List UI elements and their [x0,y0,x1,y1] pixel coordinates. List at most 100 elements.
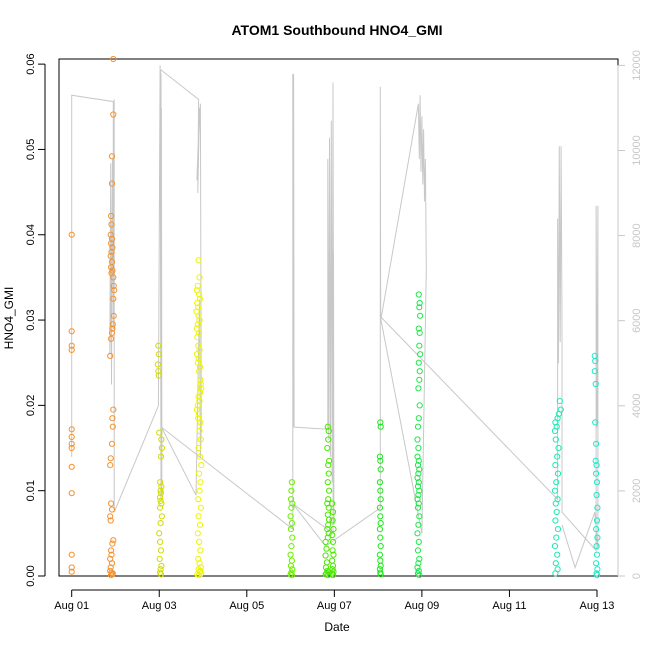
y2-tick-label: 2000 [631,479,643,503]
data-point [593,517,601,524]
series-aug-01 [68,231,75,575]
data-point [552,570,559,577]
series-aug-02 [107,55,118,579]
y-tick-label: 0.00 [25,565,37,586]
data-point [195,257,202,264]
data-point [195,513,202,520]
data-point [414,453,421,460]
data-point [416,376,423,383]
data-point [592,457,599,464]
data-point [593,551,601,558]
data-point [414,462,422,469]
data-point [326,516,333,523]
data-point [108,264,115,271]
data-point [414,423,422,430]
data-point [288,572,295,579]
data-point [196,368,203,375]
data-point [416,329,423,336]
data-point [377,557,384,564]
data-point [415,521,422,528]
data-point [322,571,329,578]
data-point [157,479,164,486]
data-point [157,490,165,497]
y-tick-label: 0.01 [25,480,37,501]
plot-frame [58,58,619,577]
data-point [554,470,562,477]
series-aug-08 [376,419,384,578]
data-point [329,517,336,524]
data-point [417,312,424,319]
data-point [555,410,563,417]
data-point [415,385,422,392]
data-point [415,415,422,422]
data-point [323,570,330,577]
data-point [108,551,115,558]
data-point [377,457,384,464]
data-point [329,500,336,507]
data-point [329,547,336,554]
data-point [377,534,384,541]
series-aug-13 [591,352,601,579]
data-point [416,466,423,473]
data-point [68,231,75,238]
data-point [554,551,561,558]
data-point [109,321,116,328]
data-point [195,496,202,503]
data-point [196,346,203,353]
data-point [554,453,561,460]
data-point [110,406,117,413]
data-point [594,504,601,511]
data-point [108,180,116,187]
data-point [324,511,331,518]
data-point [108,506,116,513]
data-point [196,410,203,417]
data-point [156,555,163,563]
x-tick-label: Aug 07 [317,600,352,612]
data-point [107,513,114,520]
data-point [329,508,337,516]
data-point [196,291,203,298]
data-point [196,487,203,494]
y2-tick-label: 12000 [631,50,643,81]
points-layer [68,55,601,579]
data-point [194,530,201,537]
data-point [329,531,336,539]
data-point [376,453,383,460]
data-point [415,325,422,332]
data-point [377,496,384,503]
data-point [377,571,384,578]
data-point [109,244,116,251]
data-point [415,491,422,499]
series-aug-06 [287,479,296,579]
data-point [553,479,560,486]
data-point [376,479,383,486]
data-point [329,538,337,546]
data-point [68,440,75,447]
data-point [594,534,601,541]
data-point [157,547,165,554]
data-point [288,487,295,494]
data-point [107,253,114,260]
data-point [194,321,201,328]
data-point [108,212,115,220]
data-point [68,444,75,452]
data-point [325,470,332,477]
data-point [194,282,201,289]
data-point [68,433,75,440]
data-point [287,562,295,569]
data-point [415,444,422,452]
data-point [325,521,332,528]
data-point [195,355,202,362]
data-point [197,567,204,575]
y2-tick-label: 4000 [631,394,643,418]
data-point [326,457,333,464]
x-tick-label: Aug 05 [229,600,264,612]
data-point [324,526,331,533]
data-point [415,538,422,546]
data-point [416,555,423,563]
data-point [323,545,330,552]
data-point [555,444,562,452]
data-point [326,487,333,494]
data-point [322,538,329,546]
data-point [68,551,75,558]
